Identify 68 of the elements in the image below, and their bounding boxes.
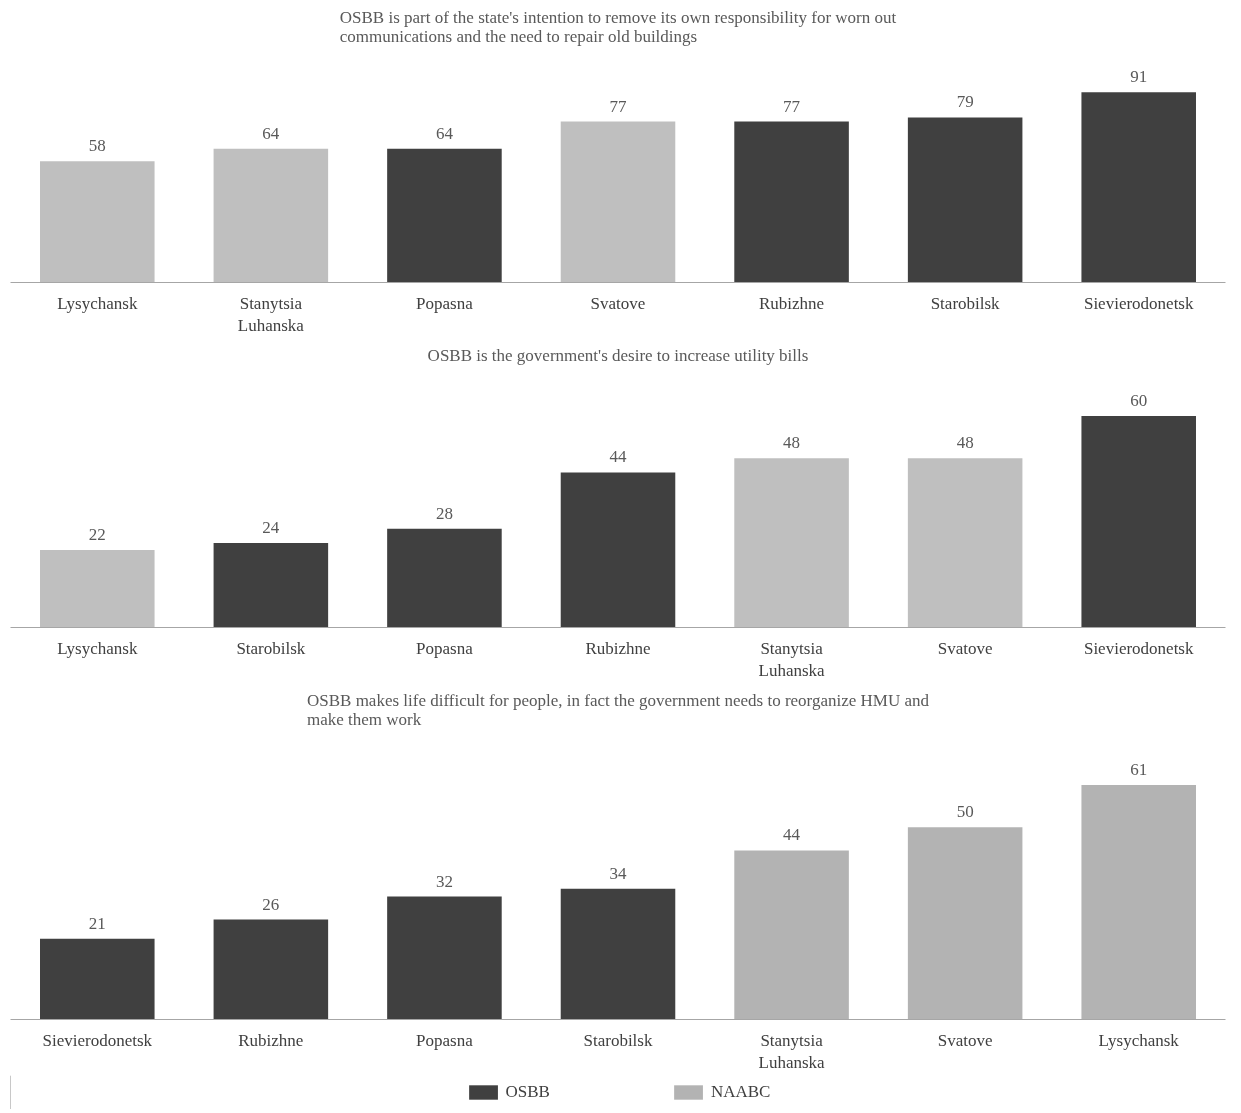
- bar: [1081, 416, 1196, 628]
- bar: [1081, 785, 1196, 1020]
- bar: [40, 161, 155, 283]
- x-tick-label: Rubizhne: [585, 638, 651, 658]
- bar: [560, 888, 676, 1020]
- data-label: 44: [783, 825, 801, 845]
- data-label: 60: [1130, 391, 1148, 411]
- data-label: 58: [88, 136, 106, 156]
- data-label: 61: [1130, 760, 1148, 780]
- x-tick-label: Rubizhne: [238, 1030, 304, 1050]
- bar: [213, 542, 329, 628]
- bar: [387, 896, 502, 1020]
- x-tick-label: Popasna: [416, 1030, 474, 1050]
- data-label: 77: [609, 96, 627, 116]
- data-label: 44: [609, 447, 627, 467]
- data-label: 91: [1130, 67, 1148, 87]
- data-label: 48: [956, 433, 974, 453]
- bar: [560, 121, 676, 283]
- data-label: 48: [783, 433, 801, 453]
- legend-label: OSBB: [505, 1082, 550, 1102]
- data-label: 64: [262, 123, 280, 143]
- data-label: 21: [88, 913, 106, 933]
- data-label: 50: [956, 802, 974, 822]
- x-tick-label: Rubizhne: [758, 293, 825, 313]
- x-tick-label: Starobilsk: [583, 1030, 653, 1050]
- x-tick-label: Popasna: [416, 638, 474, 658]
- x-tick-label: Stanytsia Luhanska: [758, 638, 826, 681]
- data-label: 32: [435, 871, 453, 891]
- x-tick-label: Svatove: [937, 1030, 993, 1050]
- x-tick-label: Starobilsk: [930, 293, 1001, 313]
- bar: [387, 148, 502, 283]
- x-tick-label: Stanytsia Luhanska: [237, 293, 305, 336]
- x-tick-label: Lysychansk: [57, 293, 138, 313]
- bar: [387, 528, 502, 628]
- x-tick-label: Sievierodonetsk: [42, 1030, 153, 1050]
- x-tick-label: Svatove: [937, 638, 993, 658]
- bar: [213, 919, 329, 1020]
- data-label: 79: [956, 92, 974, 112]
- bar: [40, 938, 155, 1020]
- chart-title: OSBB is the government's desire to increase utility bills: [427, 345, 809, 365]
- x-tick-label: Sievierodonetsk: [1083, 293, 1194, 313]
- x-tick-label: Sievierodonetsk: [1083, 638, 1194, 658]
- data-label: 22: [88, 524, 106, 544]
- bar: [40, 549, 155, 628]
- x-tick-label: Stanytsia Luhanska: [758, 1030, 826, 1073]
- bar: [1081, 92, 1196, 283]
- data-label: 26: [262, 894, 280, 914]
- data-label: 64: [435, 123, 454, 143]
- x-tick-label: Svatove: [590, 293, 646, 313]
- bar: [734, 850, 849, 1020]
- data-label: 28: [435, 503, 453, 523]
- data-label: 24: [262, 517, 280, 537]
- legend-label: NAABC: [710, 1082, 771, 1102]
- bar: [907, 117, 1023, 283]
- data-label: 77: [783, 96, 801, 116]
- bar: [907, 458, 1023, 628]
- x-tick-label: Lysychansk: [57, 638, 138, 658]
- bar: [213, 148, 329, 283]
- bar: [734, 458, 849, 628]
- bar: [560, 472, 676, 628]
- x-tick-label: Popasna: [416, 293, 474, 313]
- data-label: 34: [609, 863, 627, 883]
- x-tick-label: Lysychansk: [1098, 1030, 1180, 1050]
- bar: [734, 121, 849, 283]
- bar: [907, 827, 1023, 1020]
- chart-title: OSBB makes life difficult for people, in fact the government needs to reorganize HMU and make them work: [306, 690, 930, 729]
- x-tick-label: Starobilsk: [236, 638, 306, 658]
- chart-title: OSBB is part of the state's intention to remove its own responsibility for worn out communications and the need to repair old buildings: [339, 7, 897, 46]
